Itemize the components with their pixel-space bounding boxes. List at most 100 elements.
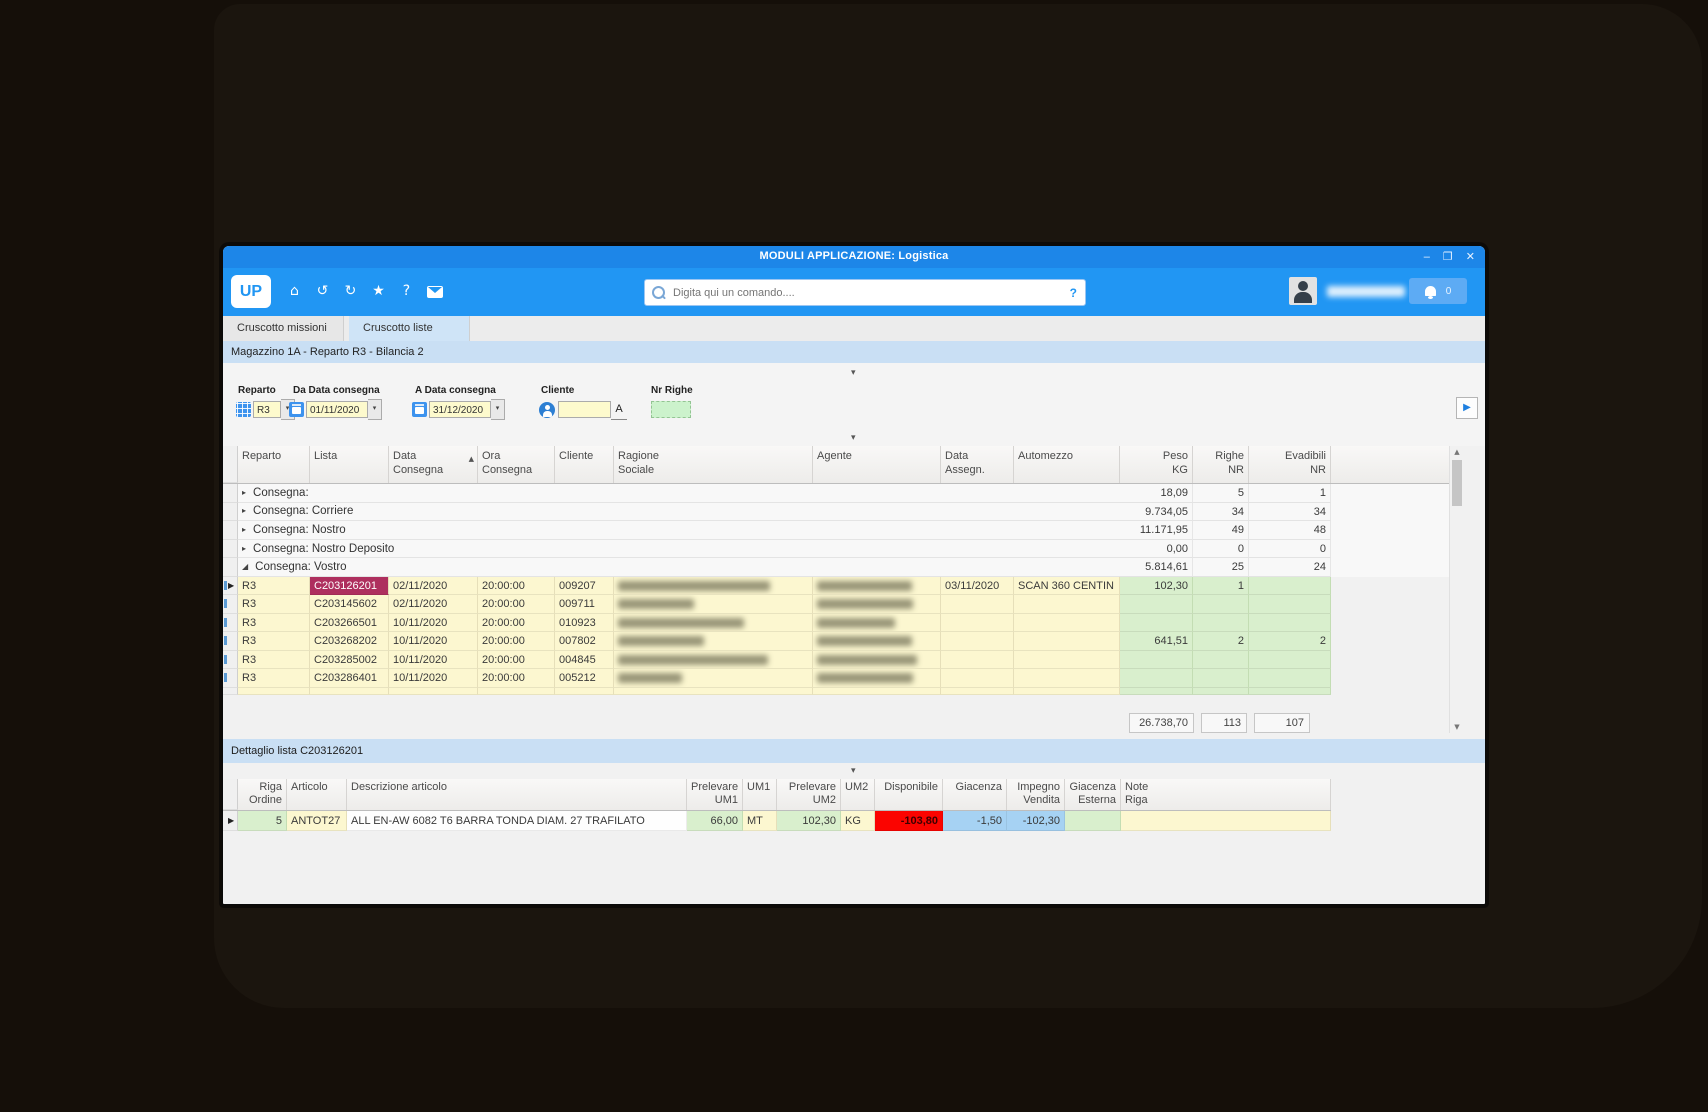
list-row[interactable]: R3 C203145602 02/11/2020 20:00:00 009711 <box>223 595 1463 614</box>
refresh-icon[interactable]: ↻ <box>344 283 357 299</box>
cell-ora_consegna[interactable]: 20:00:00 <box>478 632 555 651</box>
cell-cliente[interactable]: 009207 <box>555 576 614 596</box>
cell-note_riga[interactable] <box>1121 811 1331 831</box>
cell-prelevare_um1[interactable]: 66,00 <box>687 811 743 831</box>
cell-ora_consegna[interactable]: 20:00:00 <box>478 650 555 670</box>
cell-righe[interactable] <box>1193 650 1249 670</box>
cell-peso[interactable] <box>1120 669 1193 688</box>
close-button[interactable]: ✕ <box>1465 251 1475 263</box>
column-header-automezzo[interactable]: Automezzo <box>1014 446 1120 483</box>
column-header-agente[interactable]: Agente <box>813 446 941 483</box>
cell-cliente[interactable]: 007802 <box>555 632 614 651</box>
cell-evadibili[interactable] <box>1249 650 1331 670</box>
cell-peso[interactable]: 641,51 <box>1120 632 1193 651</box>
da-data-input[interactable]: 01/11/2020 <box>306 401 368 418</box>
cell-data_assegn[interactable] <box>941 613 1014 633</box>
cell-descrizione[interactable]: ALL EN-AW 6082 T6 BARRA TONDA DIAM. 27 T… <box>347 811 687 831</box>
cell-peso[interactable] <box>1120 650 1193 670</box>
column-header-descrizione[interactable]: Descrizione articolo <box>347 779 687 810</box>
cell-lista[interactable]: C203126201 <box>310 576 389 596</box>
cell-agente[interactable] <box>813 669 941 688</box>
cell-lista[interactable]: C203266501 <box>310 613 389 633</box>
cell-ora_consegna[interactable]: 20:00:00 <box>478 576 555 596</box>
cell-reparto[interactable]: R3 <box>238 669 310 688</box>
tab-cruscotto-liste[interactable]: Cruscotto liste <box>349 316 470 341</box>
list-row[interactable]: R3 C203285002 10/11/2020 20:00:00 004845 <box>223 650 1463 670</box>
cell-impegno_vendita[interactable]: -102,30 <box>1007 811 1065 831</box>
minimize-button[interactable]: – <box>1423 251 1430 263</box>
user-avatar[interactable] <box>1289 277 1317 305</box>
group-label[interactable]: ▸ Consegna: Nostro <box>238 521 1120 540</box>
cell-righe[interactable] <box>1193 595 1249 614</box>
scroll-down-icon[interactable]: ▼ <box>1454 723 1460 731</box>
cell-giacenza_esterna[interactable] <box>1065 811 1121 831</box>
column-header-data_consegna[interactable]: Data Consegna ▲ <box>389 446 478 483</box>
cell-agente[interactable] <box>813 632 941 651</box>
cell-automezzo[interactable] <box>1014 669 1120 688</box>
cell-ragione_sociale[interactable] <box>614 669 813 688</box>
cell-reparto[interactable]: R3 <box>238 650 310 670</box>
collapse-arrow-icon[interactable]: ▾ <box>851 433 856 443</box>
vertical-scrollbar[interactable]: ▲ ▼ <box>1449 446 1464 733</box>
column-header-cliente[interactable]: Cliente <box>555 446 614 483</box>
column-header-reparto[interactable]: Reparto <box>238 446 310 483</box>
cell-evadibili[interactable] <box>1249 613 1331 633</box>
mail-icon[interactable] <box>427 283 443 300</box>
column-header-evadibili[interactable]: Evadibili NR <box>1249 446 1331 483</box>
cell-data_consegna[interactable]: 02/11/2020 <box>389 576 478 596</box>
list-row[interactable]: ▶ R3 C203126201 02/11/2020 20:00:00 009207 03/… <box>223 576 1463 596</box>
cell-ragione_sociale[interactable] <box>614 632 813 651</box>
cell-data_assegn[interactable] <box>941 632 1014 651</box>
cell-righe[interactable] <box>1193 613 1249 633</box>
group-label[interactable]: ▸ Consegna: Corriere <box>238 503 1120 522</box>
column-header-articolo[interactable]: Articolo <box>287 779 347 810</box>
cell-ora_consegna[interactable]: 20:00:00 <box>478 669 555 688</box>
cell-cliente[interactable]: 010923 <box>555 613 614 633</box>
cell-data_consegna[interactable]: 10/11/2020 <box>389 669 478 688</box>
a-data-input[interactable]: 31/12/2020 <box>429 401 491 418</box>
list-row[interactable]: R3 C203268202 10/11/2020 20:00:00 007802 641,… <box>223 632 1463 651</box>
collapse-arrow-icon[interactable]: ▾ <box>851 766 856 776</box>
a-data-dropdown-button[interactable]: ▾ <box>491 399 505 420</box>
cell-lista[interactable]: C203286401 <box>310 669 389 688</box>
group-label[interactable]: ▸ Consegna: Nostro Deposito <box>238 540 1120 559</box>
cell-data_consegna[interactable]: 02/11/2020 <box>389 595 478 614</box>
column-header-righe[interactable]: Righe NR <box>1193 446 1249 483</box>
cell-um1[interactable]: MT <box>743 811 777 831</box>
help-icon[interactable]: ? <box>402 283 411 299</box>
column-header-prelevare_um1[interactable]: Prelevare UM1 <box>687 779 743 810</box>
cell-evadibili[interactable]: 2 <box>1249 632 1331 651</box>
group-row[interactable]: ▸ Consegna: Corriere 9.734,05 34 34 <box>223 502 1463 522</box>
column-header-um2[interactable]: UM2 <box>841 779 875 810</box>
cell-lista[interactable]: C203285002 <box>310 650 389 670</box>
group-collapsed-icon[interactable]: ▸ <box>242 543 247 553</box>
cell-giacenza[interactable]: -1,50 <box>943 811 1007 831</box>
cell-automezzo[interactable] <box>1014 632 1120 651</box>
command-search[interactable]: ? <box>644 279 1086 306</box>
cell-prelevare_um2[interactable]: 102,30 <box>777 811 841 831</box>
cell-automezzo[interactable]: SCAN 360 CENTIN <box>1014 576 1120 596</box>
cell-ora_consegna[interactable]: 20:00:00 <box>478 613 555 633</box>
search-help-icon[interactable]: ? <box>1069 285 1077 300</box>
notifications-button[interactable]: 0 <box>1409 278 1467 304</box>
group-row[interactable]: ▸ Consegna: Nostro Deposito 0,00 0 0 <box>223 539 1463 559</box>
group-collapsed-icon[interactable]: ▸ <box>242 524 247 534</box>
home-icon[interactable]: ⌂ <box>290 283 299 299</box>
group-row[interactable]: ▸ Consegna: Nostro 11.171,95 49 48 <box>223 521 1463 540</box>
reparto-input[interactable]: R3 <box>253 401 281 418</box>
cell-agente[interactable] <box>813 576 941 596</box>
undo-icon[interactable]: ↺ <box>316 283 329 299</box>
cell-peso[interactable] <box>1120 613 1193 633</box>
cell-data_consegna[interactable]: 10/11/2020 <box>389 650 478 670</box>
cell-automezzo[interactable] <box>1014 613 1120 633</box>
cell-righe[interactable]: 1 <box>1193 576 1249 596</box>
cell-um2[interactable]: KG <box>841 811 875 831</box>
cell-disponibile[interactable]: -103,80 <box>875 811 943 831</box>
da-data-dropdown-button[interactable]: ▾ <box>368 399 382 420</box>
scroll-up-icon[interactable]: ▲ <box>1454 448 1460 456</box>
column-header-disponibile[interactable]: Disponibile <box>875 779 943 810</box>
collapse-arrow-icon[interactable]: ▾ <box>851 368 856 378</box>
list-row[interactable]: R3 C203266501 10/11/2020 20:00:00 010923 <box>223 613 1463 633</box>
column-header-giacenza_esterna[interactable]: Giacenza Esterna <box>1065 779 1121 810</box>
cell-evadibili[interactable] <box>1249 595 1331 614</box>
